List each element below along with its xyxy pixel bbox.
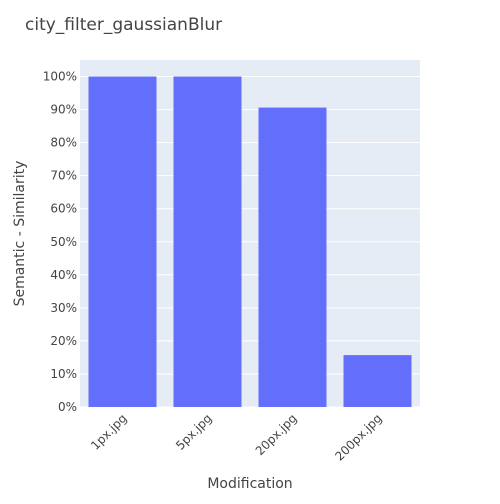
y-tick-label: 50% — [50, 235, 77, 249]
chart-title: city_filter_gaussianBlur — [25, 15, 222, 35]
bar-5px-jpg — [173, 76, 242, 408]
y-tick-label: 90% — [50, 103, 77, 117]
y-axis-ticks: 0% 10% 20% 30% 40% 50% 60% 70% 80% 90% 100% — [43, 70, 77, 414]
bars — [88, 76, 412, 408]
y-tick-label: 10% — [50, 367, 77, 381]
y-tick-label: 40% — [50, 268, 77, 282]
y-tick-label: 100% — [43, 70, 77, 84]
bar-200px-jpg — [343, 355, 412, 407]
bar-1px-jpg — [88, 76, 157, 408]
x-tick-label: 1px.jpg — [88, 411, 130, 453]
x-axis-ticks: 1px.jpg 5px.jpg 20px.jpg 200px.jpg — [88, 411, 385, 463]
x-axis-title: Modification — [207, 476, 292, 492]
y-tick-label: 0% — [58, 400, 77, 414]
y-tick-label: 20% — [50, 334, 77, 348]
y-tick-label: 60% — [50, 202, 77, 216]
y-axis-title: Semantic - Similarity — [12, 161, 28, 307]
x-tick-label: 200px.jpg — [332, 411, 384, 463]
x-tick-label: 20px.jpg — [253, 411, 300, 458]
y-tick-label: 70% — [50, 169, 77, 183]
y-tick-label: 30% — [50, 301, 77, 315]
y-tick-label: 80% — [50, 136, 77, 150]
x-tick-label: 5px.jpg — [173, 411, 215, 453]
bar-20px-jpg — [258, 107, 327, 408]
